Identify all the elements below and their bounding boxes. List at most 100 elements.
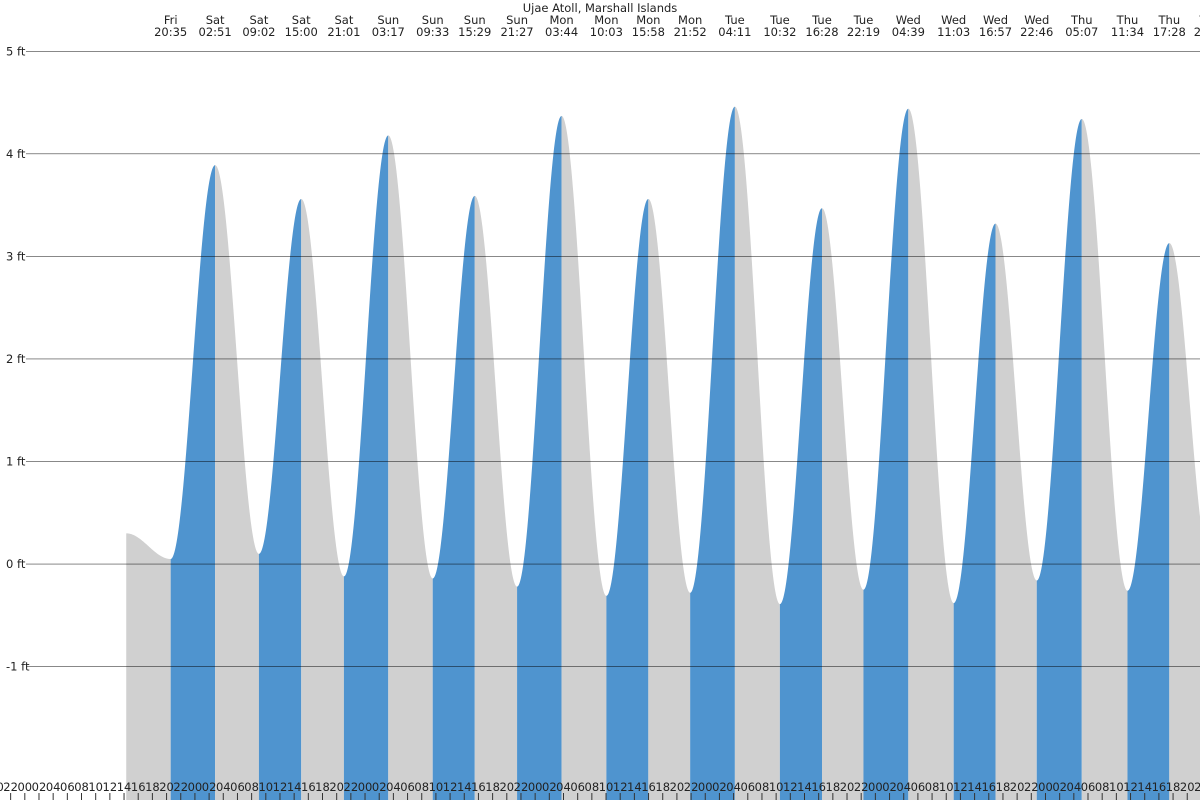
hour-label: 12 bbox=[103, 780, 118, 794]
falling-tide-area bbox=[734, 106, 780, 800]
falling-tide-area bbox=[561, 115, 607, 800]
extreme-time: 15:00 bbox=[285, 25, 318, 39]
hour-label: 14 bbox=[797, 780, 812, 794]
hour-label: 00 bbox=[868, 780, 883, 794]
extreme-time: 03:17 bbox=[372, 25, 405, 39]
hour-label: 22 bbox=[684, 780, 699, 794]
y-axis-labels: -1 ft 0 ft 1 ft 2 ft 3 ft 4 ft 5 ft bbox=[6, 44, 30, 673]
extreme-day: Sun bbox=[506, 13, 528, 27]
hour-label: 02 bbox=[1052, 780, 1067, 794]
hour-label: 00 bbox=[358, 780, 373, 794]
extreme-day: Mon bbox=[594, 13, 618, 27]
hour-label: 06 bbox=[911, 780, 926, 794]
hour-label: 00 bbox=[698, 780, 713, 794]
rising-tide-area bbox=[432, 195, 475, 800]
hour-label: 06 bbox=[230, 780, 245, 794]
falling-tide-area bbox=[908, 108, 954, 800]
hour-label: 12 bbox=[443, 780, 458, 794]
y-tick-label: 1 ft bbox=[6, 455, 26, 469]
extreme-day: Thu bbox=[1198, 13, 1200, 27]
extreme-time: 21:27 bbox=[500, 25, 533, 39]
extreme-day: Wed bbox=[896, 13, 921, 27]
extreme-time: 16:28 bbox=[805, 25, 838, 39]
rising-tide-area bbox=[606, 198, 649, 800]
hour-label: 02 bbox=[202, 780, 217, 794]
extreme-day: Mon bbox=[678, 13, 702, 27]
extreme-day: Wed bbox=[1024, 13, 1049, 27]
hour-label: 02 bbox=[712, 780, 727, 794]
hour-label: 04 bbox=[1067, 780, 1082, 794]
rising-tide-area bbox=[258, 198, 302, 800]
hour-label: 00 bbox=[528, 780, 543, 794]
extreme-time: 04:39 bbox=[892, 25, 925, 39]
extreme-labels: Fri20:35Sat02:51Sat09:02Sat15:00Sat21:01… bbox=[154, 13, 1200, 39]
rising-tide-area bbox=[690, 106, 735, 800]
extreme-day: Wed bbox=[941, 13, 966, 27]
hour-label: 18 bbox=[1166, 780, 1181, 794]
extreme-time: 15:58 bbox=[632, 25, 665, 39]
hour-label: 04 bbox=[726, 780, 741, 794]
y-tick-label: 4 ft bbox=[6, 147, 26, 161]
hour-label: 04 bbox=[556, 780, 571, 794]
extreme-day: Sun bbox=[377, 13, 399, 27]
extreme-time: 17:28 bbox=[1153, 25, 1186, 39]
extreme-day: Mon bbox=[636, 13, 660, 27]
falling-tide-area bbox=[215, 165, 259, 800]
hour-label: 02 bbox=[882, 780, 897, 794]
extreme-time: 23:15 bbox=[1194, 25, 1200, 39]
extreme-time: 09:02 bbox=[242, 25, 275, 39]
hour-label: 14 bbox=[287, 780, 302, 794]
hour-label: 06 bbox=[60, 780, 75, 794]
x-axis: 2022000204060810121416182022000204060810… bbox=[0, 780, 1200, 800]
grid-lines bbox=[26, 50, 1200, 667]
hour-label: 20 bbox=[670, 780, 685, 794]
rising-tide-area bbox=[1127, 243, 1170, 800]
hour-label: 06 bbox=[1081, 780, 1096, 794]
extreme-time: 04:11 bbox=[718, 25, 751, 39]
hour-label: 08 bbox=[755, 780, 770, 794]
extreme-day: Sun bbox=[464, 13, 486, 27]
extreme-time: 22:46 bbox=[1020, 25, 1053, 39]
hour-label: 22 bbox=[1024, 780, 1039, 794]
hour-label: 12 bbox=[783, 780, 798, 794]
hour-label: 12 bbox=[613, 780, 628, 794]
hour-label: 14 bbox=[117, 780, 132, 794]
extreme-day: Sun bbox=[422, 13, 444, 27]
hour-label: 22 bbox=[173, 780, 188, 794]
hour-label: 10 bbox=[1109, 780, 1124, 794]
extreme-time: 21:01 bbox=[327, 25, 360, 39]
extreme-day: Tue bbox=[811, 13, 832, 27]
hour-label: 12 bbox=[273, 780, 288, 794]
hour-label: 06 bbox=[400, 780, 415, 794]
hour-label: 20 bbox=[499, 780, 514, 794]
hour-label: 04 bbox=[46, 780, 61, 794]
extreme-time: 22:19 bbox=[847, 25, 880, 39]
hour-label: 08 bbox=[1095, 780, 1110, 794]
y-tick-label: 2 ft bbox=[6, 352, 26, 366]
hour-label: 22 bbox=[3, 780, 18, 794]
hour-label: 16 bbox=[641, 780, 656, 794]
hour-label: 20 bbox=[1010, 780, 1025, 794]
hour-label: 10 bbox=[429, 780, 444, 794]
y-tick-label: 3 ft bbox=[6, 249, 26, 263]
y-tick-label: -1 ft bbox=[6, 660, 30, 674]
tide-fill-bands bbox=[126, 106, 1200, 800]
hour-label: 08 bbox=[244, 780, 259, 794]
extreme-time: 11:34 bbox=[1111, 25, 1144, 39]
hour-label: 18 bbox=[655, 780, 670, 794]
hour-label: 08 bbox=[74, 780, 89, 794]
